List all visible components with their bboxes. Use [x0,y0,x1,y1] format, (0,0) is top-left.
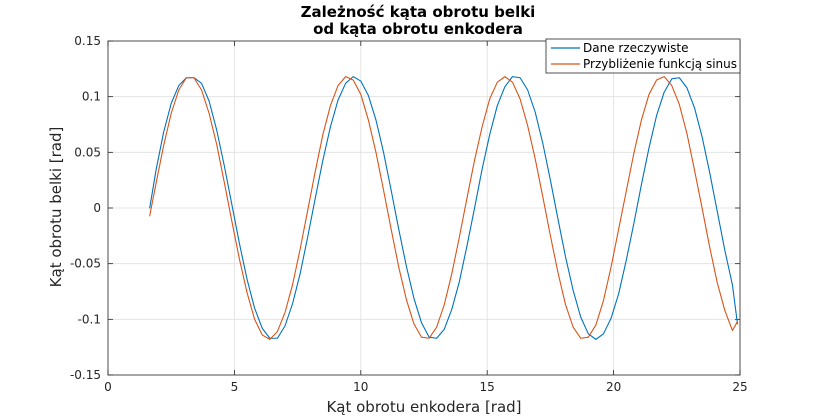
x-tick-label: 25 [732,380,747,394]
y-tick-label: 0.1 [82,90,101,104]
y-axis-title: Kąt obrotu belki [rad] [47,127,65,288]
y-tick-label: -0.15 [70,368,101,382]
series-line-przyblizenie-sinus [149,76,739,340]
x-axis-title: Kąt obrotu enkodera [rad] [326,398,521,416]
chart-title-line-2: od kąta obrotu enkodera [313,20,523,38]
x-tick-label: 5 [231,380,239,394]
legend-label-dane-rzeczywiste: Dane rzeczywiste [583,41,689,55]
legend-box [545,38,741,74]
ticks: 0 5 10 15 20 25 -0.15 -0.1 -0.05 0 0.05 0.1 0.15 [70,34,748,394]
y-tick-label: -0.1 [78,312,101,326]
legend-label-przyblizenie-sinus: Przybliżenie funkcją sinus [583,57,737,71]
y-tick-label: -0.05 [70,257,101,271]
series-line-dane-rzeczywiste [149,76,739,340]
y-tick-label: 0 [93,201,101,215]
y-tick-label: 0.05 [74,145,101,159]
chart-title-line-1: Zależność kąta obrotu belki [301,3,536,21]
x-tick-label: 0 [104,380,112,394]
legend: Dane rzeczywiste Przybliżenie funkcją si… [545,38,741,74]
series-layer [149,76,739,340]
x-tick-label: 10 [353,380,368,394]
x-tick-label: 15 [480,380,495,394]
x-tick-label: 20 [606,380,621,394]
y-tick-label: 0.15 [74,34,101,48]
